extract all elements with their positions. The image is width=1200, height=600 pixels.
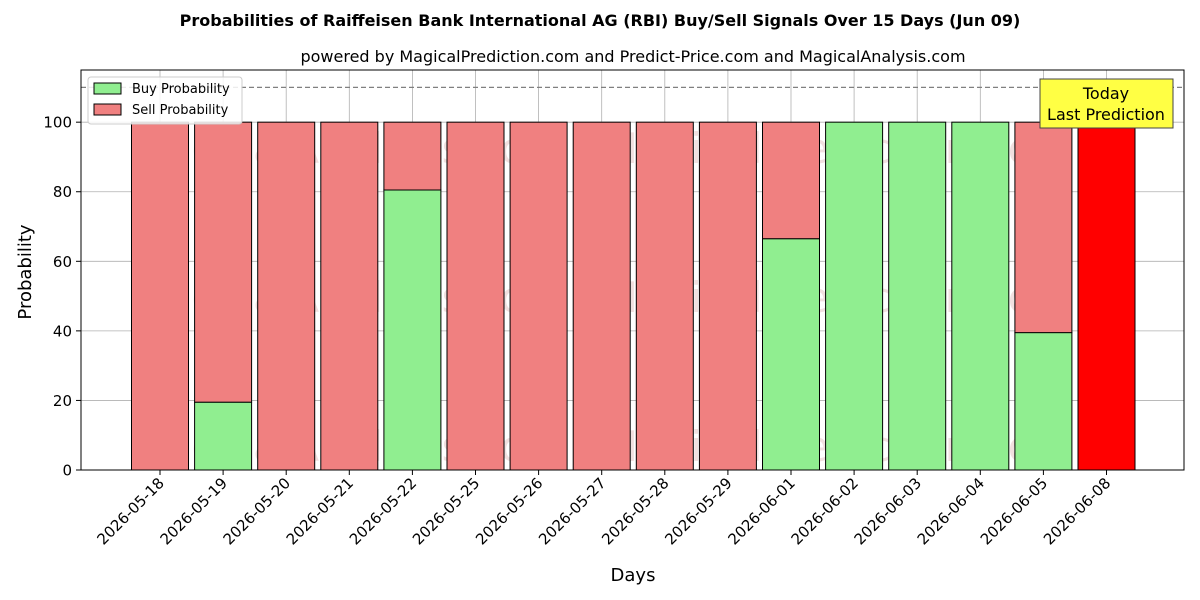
annotation-box [1039,78,1174,129]
chart-subtitle: powered by MagicalPrediction.com and Pre… [300,47,965,66]
buy-bar [762,238,820,471]
y-axis-label: Probability [15,224,36,319]
x-tick-label: 2026-06-08 [1040,474,1114,548]
x-tick-label: 2026-05-22 [346,474,420,548]
sell-bar [257,121,316,471]
x-tick-label: 2026-05-19 [157,474,231,548]
buy-bar [383,189,442,471]
chart-legend: Buy Probability Sell Probability [87,76,243,125]
legend-label: Sell Probability [132,103,229,118]
sell-bar [698,121,757,471]
x-tick-label: 2026-05-27 [535,474,609,548]
y-tick-label: 0 [62,462,72,480]
x-tick-label: 2026-06-04 [914,474,988,548]
x-tick-label: 2026-06-03 [851,474,925,548]
sell-bar [572,121,631,471]
buy-bar [1014,332,1073,471]
x-tick-label: 2026-06-02 [788,474,862,548]
chart-title: Probabilities of Raiffeisen Bank Interna… [180,11,1021,30]
x-tick-label: 2026-05-28 [598,474,672,548]
y-tick-label: 40 [53,322,72,340]
sell-bar [762,121,820,240]
legend-swatch [93,82,122,95]
legend-swatch [93,103,122,116]
annotation-text: Today [1082,84,1129,103]
annotation-text: Last Prediction [1047,105,1165,124]
buy-bar [888,121,947,471]
x-tick-label: 2026-05-25 [409,474,483,548]
x-tick-label: 2026-05-20 [220,474,294,548]
sell-bar [446,121,505,471]
y-tick-label: 20 [53,392,72,410]
legend-box [87,76,243,125]
sell-bar [131,121,189,471]
sell-bar [635,121,694,471]
y-tick-label: 80 [53,183,72,201]
x-tick-label: 2026-06-01 [724,474,798,548]
sell-bar [383,121,442,191]
y-tick-label: 100 [43,114,72,132]
x-tick-label: 2026-06-05 [977,474,1051,548]
plot-frame [80,69,1185,471]
sell-bar [320,121,379,471]
x-tick-label: 2026-05-18 [93,474,167,548]
sell-bar [194,121,253,403]
y-tick-label: 60 [53,253,72,271]
x-axis-label: Days [611,565,656,586]
buy-bar [825,121,884,471]
today-annotation: Today Last Prediction [1039,78,1174,129]
sell-bar [1014,121,1073,334]
sell-bar [509,121,568,471]
buy-bar [194,401,253,471]
x-tick-label: 2026-05-21 [283,474,357,548]
buy-bar [951,121,1010,471]
x-tick-label: 2026-05-29 [661,474,735,548]
x-tick-label: 2026-05-26 [472,474,546,548]
sell-bar [1077,121,1136,471]
bar-layer [81,86,1184,471]
legend-label: Buy Probability [132,82,230,97]
